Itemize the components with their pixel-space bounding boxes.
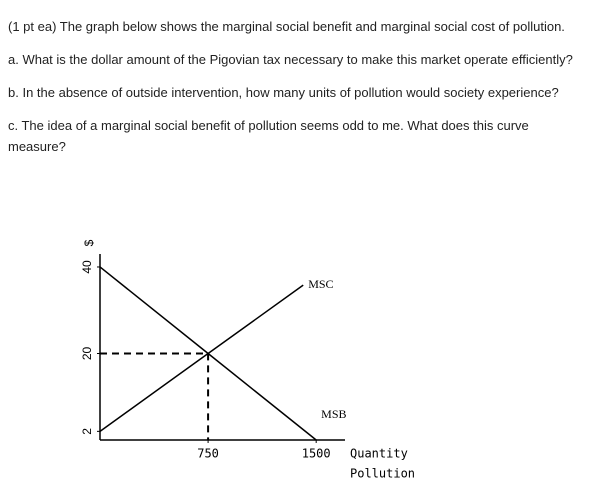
intro: (1 pt ea) The graph below shows the marg… <box>8 19 565 34</box>
question: c. The idea of a marginal social benefit… <box>8 118 529 154</box>
curve-label: MSB <box>321 407 346 421</box>
equilibrium-guide <box>100 352 210 440</box>
y-tick-label: 20 <box>80 346 94 360</box>
x-tick-label: 1500 <box>302 447 331 461</box>
y-axis-label: $ <box>82 239 96 246</box>
y-tick-label: 40 <box>80 260 94 274</box>
curve <box>99 266 317 441</box>
x-axis-label: Pollution <box>350 467 415 481</box>
question-text: (1 pt ea) The graph below shows the marg… <box>8 16 578 169</box>
x-axis-label: Quantity <box>350 447 408 461</box>
y-tick-label: 2 <box>80 428 94 435</box>
question: a. What is the dollar amount of the Pigo… <box>8 52 573 67</box>
x-tick-label: 750 <box>197 447 219 461</box>
curve <box>99 284 304 432</box>
question: b. In the absence of outside interventio… <box>8 85 559 100</box>
curve-label: MSC <box>308 277 333 291</box>
